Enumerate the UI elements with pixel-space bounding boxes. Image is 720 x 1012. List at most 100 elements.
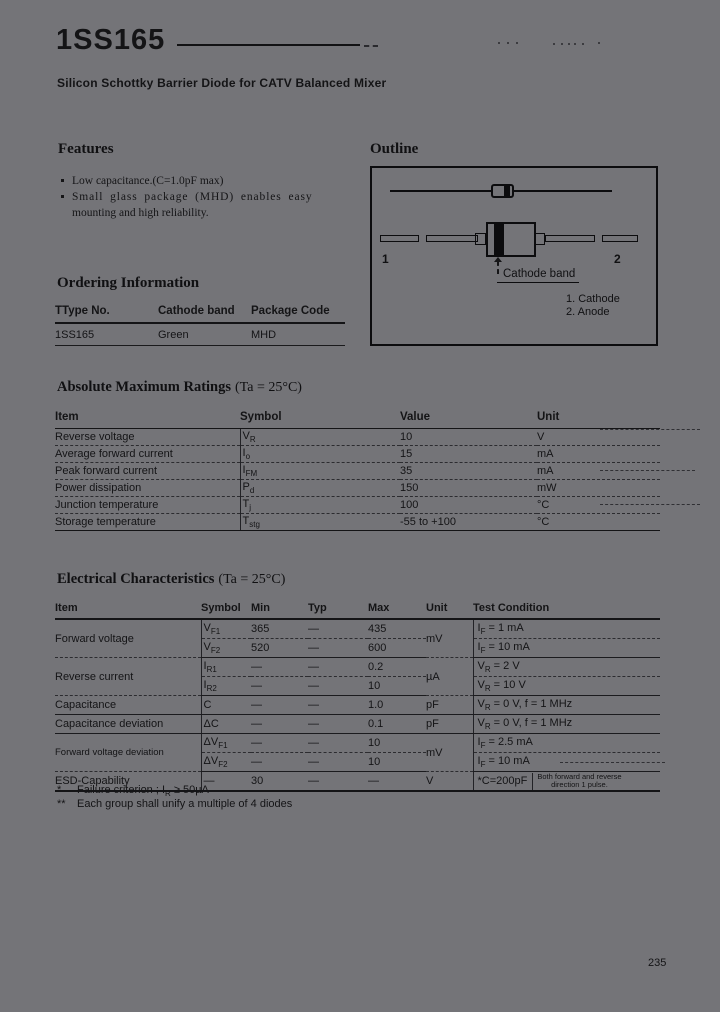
cell-typ: — xyxy=(308,714,368,734)
cond-sub: R xyxy=(484,722,491,731)
symbol-sub: FM xyxy=(245,469,258,478)
cell-test-condition: VR = 0 V, f = 1 MHz xyxy=(472,714,660,734)
cell-item: Peak forward current xyxy=(55,462,240,480)
cathode-band xyxy=(494,224,504,255)
table-row: 1SS165 Green MHD xyxy=(55,323,345,346)
cell-value: 100 xyxy=(400,496,537,514)
col-header-package-code: Package Code xyxy=(251,300,345,324)
abs-max-heading-text: Absolute Maximum Ratings xyxy=(57,379,232,395)
cell-min: 520 xyxy=(251,638,308,658)
cond-rest: = 10 mA xyxy=(485,755,530,767)
cell-symbol: ΔC xyxy=(200,714,251,734)
cell-typ: — xyxy=(308,676,368,696)
cond-rest: = 10 V xyxy=(490,679,526,691)
table-row: Junction temperature Tj 100 °C xyxy=(55,496,660,514)
symbol-sub: F2 xyxy=(210,646,221,655)
table-row: Capacitance deviation ΔC — — 0.1 pF VR =… xyxy=(55,714,660,734)
cell-test-condition: IF = 2.5 mA xyxy=(472,733,660,753)
cond-main: V xyxy=(477,660,485,672)
cell-symbol: VF1 xyxy=(200,619,251,639)
cell-value: 150 xyxy=(400,479,537,497)
cell-typ: — xyxy=(308,733,368,753)
cell-value: 10 xyxy=(400,428,537,446)
cell-test-condition: VR = 0 V, f = 1 MHz xyxy=(472,695,660,715)
outline-heading: Outline xyxy=(370,141,419,157)
features-list: Low capacitance.(C=1.0pF max) Small glas… xyxy=(61,173,353,221)
cell-type-no: 1SS165 xyxy=(55,323,158,346)
cell-min: — xyxy=(251,695,308,715)
cell-item: Forward voltage deviation xyxy=(55,733,201,772)
cell-max: 1.0 xyxy=(368,695,426,715)
cell-symbol: C xyxy=(200,695,251,715)
abs-max-heading: Absolute Maximum Ratings (Ta = 25°C) xyxy=(57,379,302,396)
esd-note-line1: Both forward and reverse xyxy=(537,771,622,781)
symbol-main: V xyxy=(203,622,211,634)
cell-min: — xyxy=(251,733,308,753)
cond-main: I xyxy=(477,622,481,634)
cell-unit: mV xyxy=(426,619,473,658)
cell-max: 600 xyxy=(368,638,426,658)
table-row: Forward voltage VF1 365 — 435 mV IF = 1 … xyxy=(55,619,660,658)
features-heading: Features xyxy=(58,141,114,157)
cond-main: V xyxy=(477,679,485,691)
feature-text: Low capacitance.(C=1.0pF max) xyxy=(72,175,224,187)
cell-max: 10 xyxy=(368,752,426,772)
col-header-min: Min xyxy=(251,598,308,620)
cell-max: 10 xyxy=(368,676,426,696)
col-header-type-no: TType No. xyxy=(55,300,158,324)
symbol-main: T xyxy=(242,515,250,527)
cell-test-condition: IF = 10 mA xyxy=(472,638,660,658)
bullet-icon xyxy=(61,179,64,182)
esd-condition: *C=200pF Both forward and reverse direct… xyxy=(477,771,661,790)
symbol-sub: F2 xyxy=(218,760,228,769)
cell-test-condition: *C=200pF Both forward and reverse direct… xyxy=(472,771,661,792)
cell-symbol: — xyxy=(200,771,251,792)
symbol-sub: d xyxy=(249,486,255,495)
footnote-2: ** Each group shall unify a multiple of 4… xyxy=(57,798,292,811)
col-header-value: Value xyxy=(400,406,537,429)
cell-symbol: Pd xyxy=(239,479,400,497)
cell-typ: — xyxy=(308,638,368,658)
symbol-main: I xyxy=(242,447,246,459)
cond-main: I xyxy=(477,736,481,748)
footnote-marker: ** xyxy=(57,798,66,810)
bullet-icon xyxy=(61,195,64,198)
symbol-main: C xyxy=(203,699,212,711)
cond-main: V xyxy=(477,698,485,710)
cell-unit: °C xyxy=(537,513,660,531)
subtitle: Silicon Schottky Barrier Diode for CATV … xyxy=(57,76,387,90)
cell-max: — xyxy=(368,771,426,792)
legend-anode: 2. Anode xyxy=(566,306,610,318)
cell-symbol: ΔVF2 xyxy=(200,752,251,772)
cell-symbol: IR1 xyxy=(200,657,251,677)
cond-rest: *C=200pF xyxy=(477,775,528,787)
cond-main: V xyxy=(477,717,485,729)
table-row: Reverse current IR1 — — 0.2 µA VR = 2 V xyxy=(55,657,660,696)
table-row: ESD-Capability — 30 — — V *C=200pF Both … xyxy=(55,771,661,792)
symbol-main: I xyxy=(242,464,246,476)
cell-unit: mW xyxy=(537,479,660,497)
lead-wire xyxy=(545,235,595,242)
cell-item: Average forward current xyxy=(55,445,240,463)
elec-heading-text: Electrical Characteristics xyxy=(57,571,215,587)
cell-item: ESD-Capability xyxy=(55,771,201,792)
abs-max-heading-note: (Ta = 25°C) xyxy=(235,380,302,395)
cell-package-code: MHD xyxy=(251,323,345,346)
symbol-sub: R2 xyxy=(206,684,217,693)
cond-main: I xyxy=(477,755,481,767)
elec-table: Item Symbol Min Typ Max Unit Test Condit… xyxy=(55,598,660,792)
title-rule-dash xyxy=(364,45,378,48)
feature-text: mounting and high reliability. xyxy=(72,207,209,219)
cell-symbol: ΔVF1 xyxy=(200,733,251,753)
scan-artifact xyxy=(600,429,700,430)
cell-unit: µA xyxy=(426,657,473,696)
symbol-main: I xyxy=(203,679,207,691)
cell-max: 0.1 xyxy=(368,714,426,734)
cond-sub: R xyxy=(484,703,491,712)
esd-note-line2: direction 1 pulse. xyxy=(551,780,608,789)
cell-min: — xyxy=(251,752,308,772)
symbol-sub: R xyxy=(249,435,256,444)
table-row: Reverse voltage VR 10 V xyxy=(55,428,660,446)
symbol-main: P xyxy=(242,481,250,493)
